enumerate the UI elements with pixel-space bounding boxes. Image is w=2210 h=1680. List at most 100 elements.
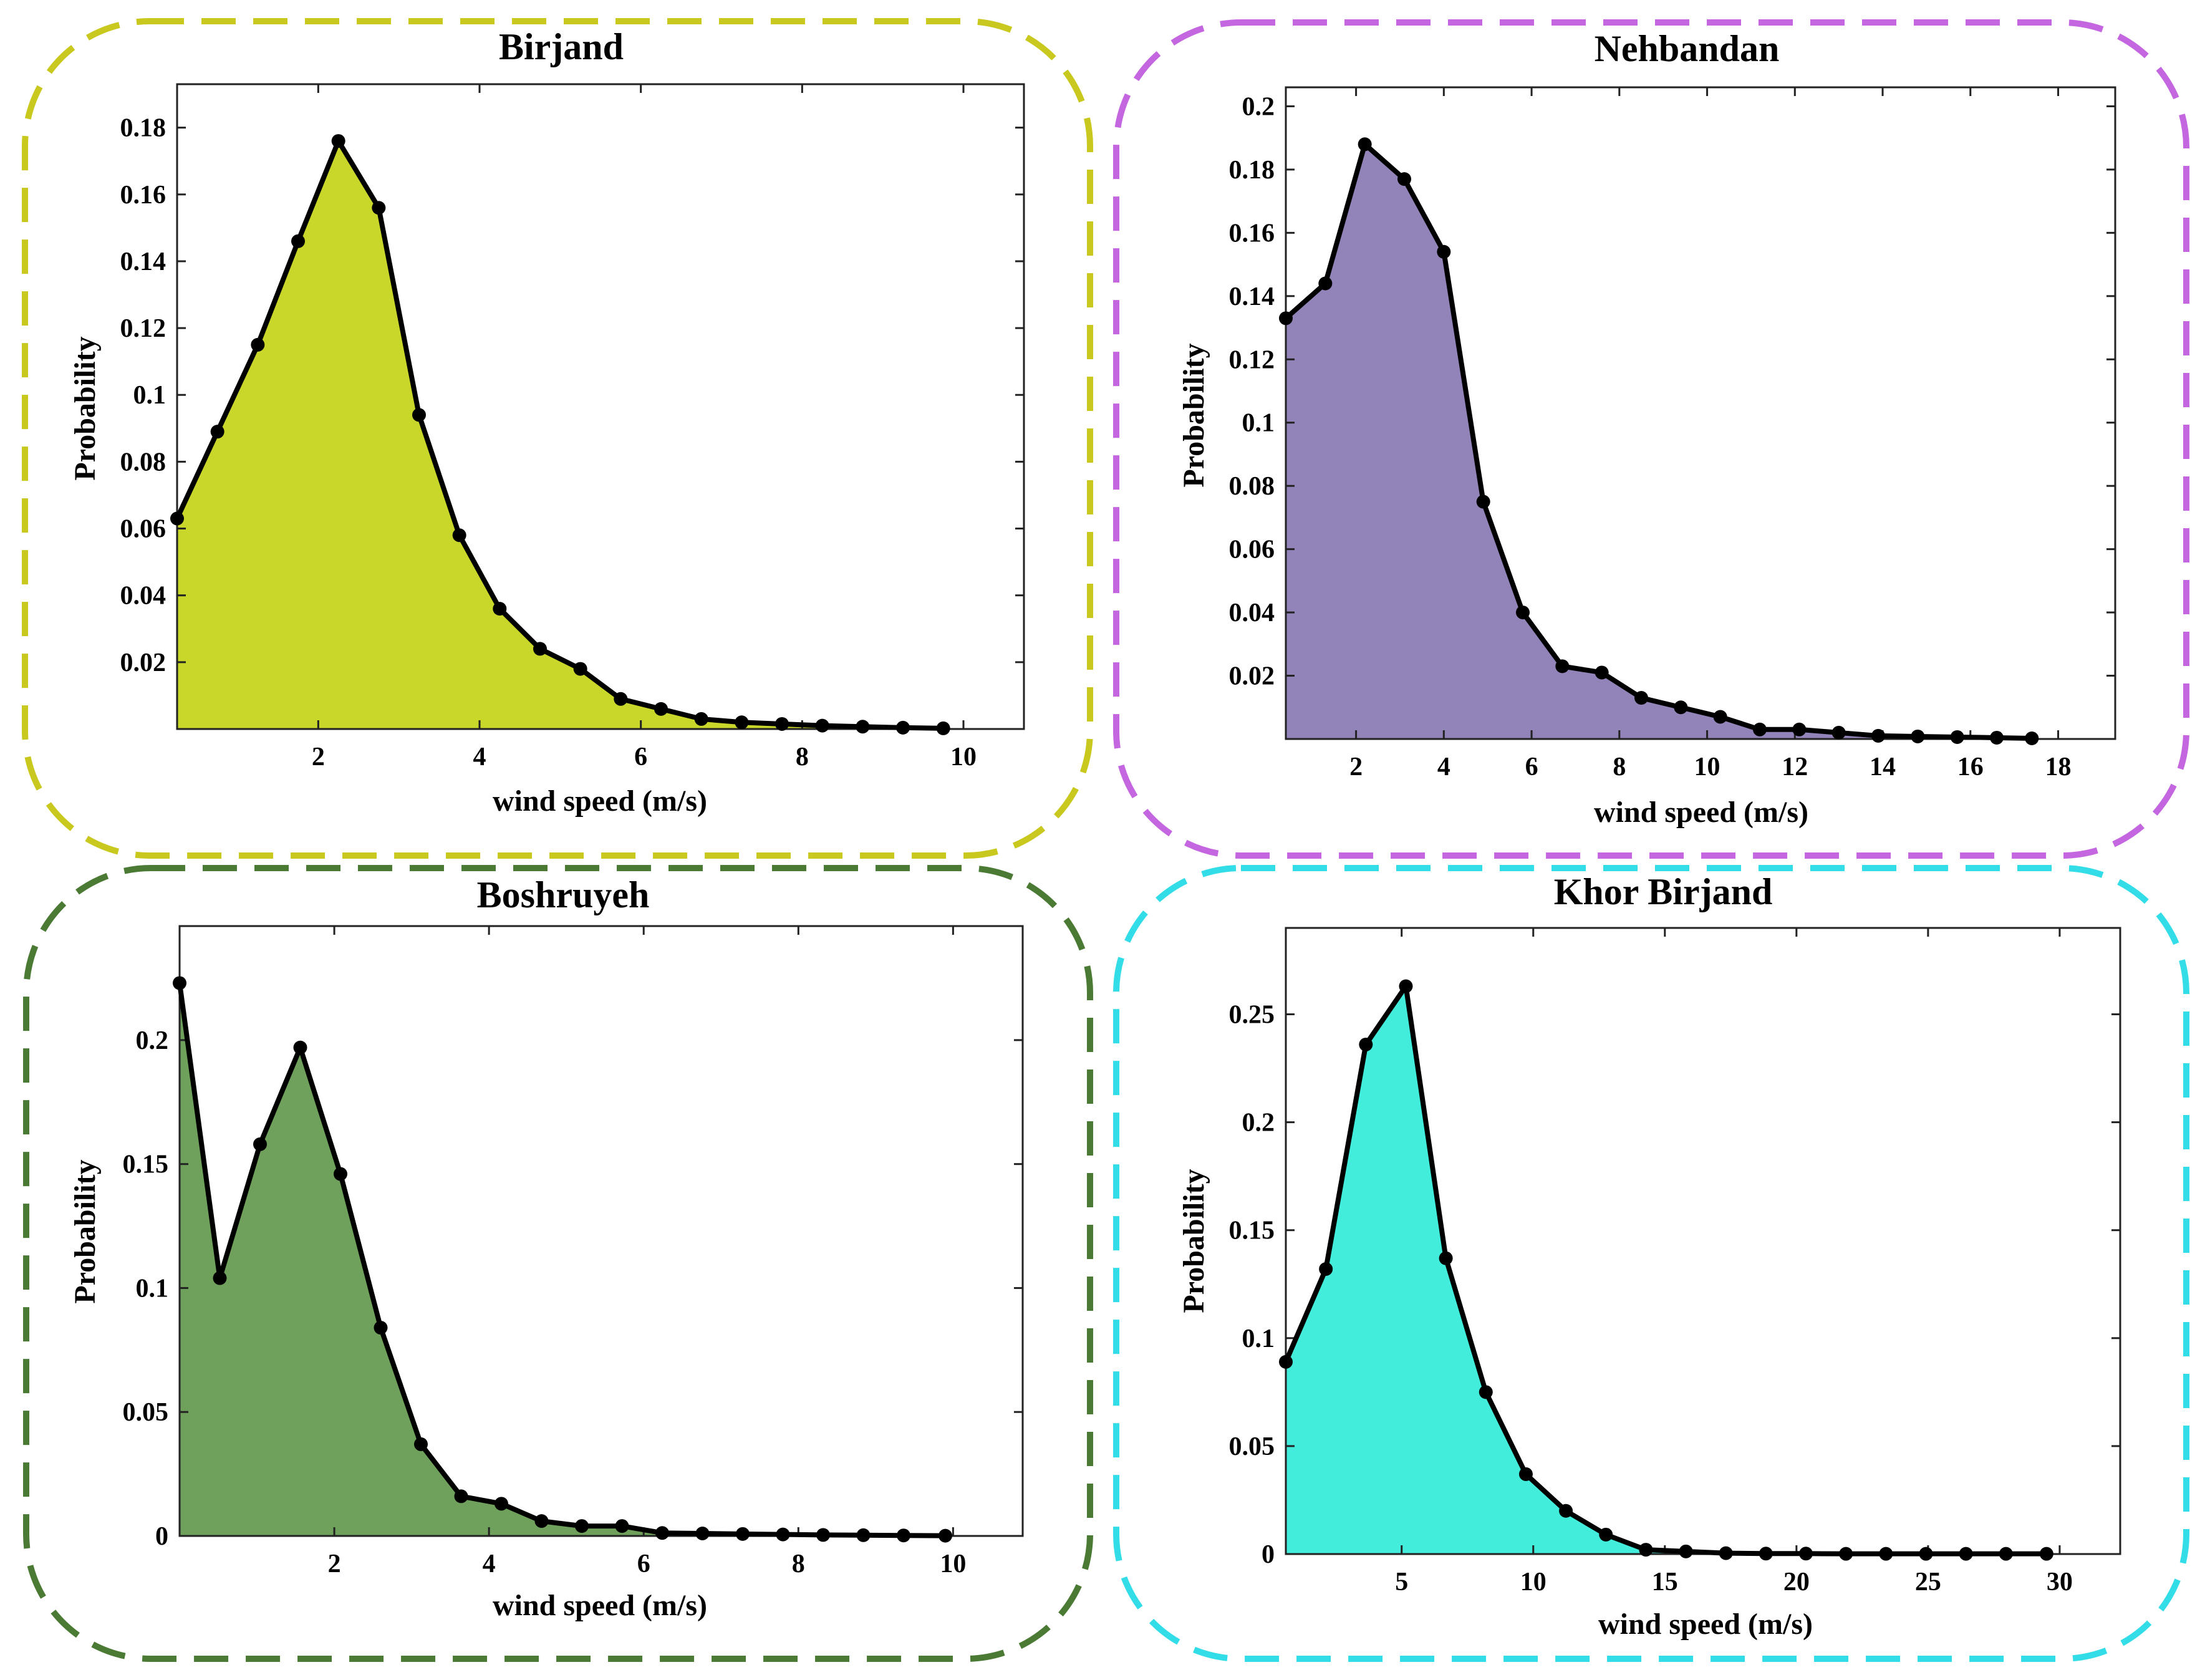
data-point	[775, 717, 789, 731]
data-point	[493, 602, 507, 616]
data-point	[372, 201, 386, 215]
data-point	[1713, 710, 1727, 724]
y-tick-label: 0	[155, 1522, 168, 1551]
data-point	[170, 511, 184, 526]
data-point	[412, 408, 426, 422]
x-tick-label: 14	[1870, 753, 1896, 781]
data-point	[374, 1321, 388, 1335]
area-fill	[1286, 144, 2032, 740]
y-tick-label: 0.04	[1229, 599, 1275, 627]
data-point	[1397, 172, 1411, 186]
data-point	[573, 662, 587, 676]
plot-area: 2 4 6 8 10 0.02 0.04 0.06 0.08 0.1 0.12 0.14 0.16 0.1…	[120, 83, 1025, 771]
data-point	[1599, 1527, 1613, 1542]
data-point	[1839, 1547, 1853, 1561]
data-point	[173, 976, 186, 990]
x-axis-label: wind speed (m/s)	[1598, 1608, 1813, 1641]
area-fill	[1286, 986, 2047, 1554]
data-point	[1555, 659, 1570, 673]
x-tick-label: 6	[634, 743, 647, 771]
y-tick-label: 0.14	[120, 248, 166, 276]
y-tick-label: 0.05	[123, 1398, 169, 1427]
y-axis-label: Probability	[69, 1159, 102, 1303]
data-point	[936, 721, 950, 735]
x-tick-label: 5	[1395, 1568, 1408, 1596]
data-point	[776, 1527, 790, 1542]
data-point	[1399, 979, 1413, 993]
data-point	[494, 1497, 508, 1511]
panel-birjand: 2 4 6 8 10 0.02 0.04 0.06 0.08 0.1 0.12 0.14 0.16 0.1…	[22, 18, 1093, 859]
x-axis-label: wind speed (m/s)	[1594, 796, 1808, 829]
data-point	[1999, 1547, 2013, 1561]
y-axis-label: Probability	[1177, 343, 1210, 487]
data-point	[815, 718, 829, 733]
area-fill	[180, 983, 945, 1536]
y-tick-label: 0.25	[1229, 1000, 1275, 1029]
data-point	[413, 1437, 428, 1451]
data-point	[1318, 276, 1333, 291]
data-point	[938, 1528, 952, 1543]
y-tick-label: 0.14	[1229, 282, 1275, 311]
x-tick-label: 6	[1525, 753, 1538, 781]
data-point	[896, 1528, 910, 1543]
y-tick-label: 0.16	[1229, 219, 1275, 248]
data-point	[291, 234, 305, 248]
y-tick-label: 0	[1262, 1540, 1275, 1569]
data-point	[253, 1137, 267, 1151]
y-tick-label: 0.02	[1229, 662, 1275, 691]
data-point	[1879, 1547, 1893, 1561]
data-point	[574, 1519, 589, 1533]
data-point	[533, 642, 547, 656]
data-point	[1799, 1547, 1813, 1561]
y-tick-label: 0.15	[123, 1151, 169, 1179]
data-point	[896, 720, 910, 735]
panel-boshruyeh: 2 4 6 8 10 0 0.05 0.1 0.15 0.2 Boshruyeh wind spe…	[23, 865, 1093, 1662]
chart-title: Birjand	[499, 26, 624, 67]
dashed-frame	[23, 865, 1093, 1662]
plot-area: 2 4 6 8 10 12 14 16 18 0.02 0.04 0.06 0.08 0.1 0.12 0.1…	[1229, 86, 2116, 781]
data-point	[735, 715, 749, 730]
data-point	[655, 1526, 669, 1540]
axes-box	[178, 925, 1024, 1537]
data-point	[1911, 729, 1925, 743]
y-tick-label: 0.04	[120, 582, 166, 611]
data-point	[1639, 1543, 1653, 1557]
x-tick-label: 2	[328, 1550, 341, 1578]
y-tick-label: 0.18	[1229, 156, 1275, 185]
chart-title: Nehbandan	[1595, 28, 1780, 69]
data-point	[1871, 728, 1885, 743]
y-axis-label: Probability	[1177, 1169, 1210, 1313]
data-point	[1759, 1547, 1773, 1561]
data-point	[1279, 311, 1293, 326]
x-axis-label: wind speed (m/s)	[493, 1589, 707, 1622]
data-point	[452, 528, 466, 543]
data-point	[1358, 137, 1372, 152]
x-tick-label: 10	[1694, 753, 1720, 781]
x-tick-label: 10	[940, 1550, 966, 1578]
area-fill	[177, 141, 943, 730]
data-point	[1439, 1251, 1453, 1265]
data-point	[1476, 495, 1490, 509]
data-point	[856, 720, 870, 734]
y-tick-label: 0.2	[136, 1026, 169, 1055]
y-tick-label: 0.08	[1229, 472, 1275, 501]
panel-nehbandan: 2 4 6 8 10 12 14 16 18 0.02 0.04 0.06 0.08 0.1 0.12 0.1…	[1113, 19, 2189, 859]
y-tick-label: 0.2	[1242, 92, 1275, 121]
data-point	[1319, 1262, 1333, 1277]
x-tick-label: 30	[2047, 1568, 2073, 1596]
y-tick-label: 0.1	[136, 1274, 169, 1303]
y-tick-label: 0.1	[1242, 409, 1275, 438]
data-point	[1753, 722, 1767, 736]
axes-box	[1285, 86, 2116, 740]
data-point	[1831, 725, 1846, 740]
x-tick-label: 25	[1915, 1568, 1941, 1596]
data-point	[210, 425, 224, 439]
y-tick-label: 0.06	[1229, 536, 1275, 564]
data-point	[1437, 244, 1451, 259]
axes-box	[176, 83, 1025, 730]
data-point	[1479, 1385, 1493, 1399]
data-point	[816, 1528, 830, 1542]
data-point	[1950, 730, 1964, 744]
y-tick-label: 0.12	[120, 314, 166, 343]
